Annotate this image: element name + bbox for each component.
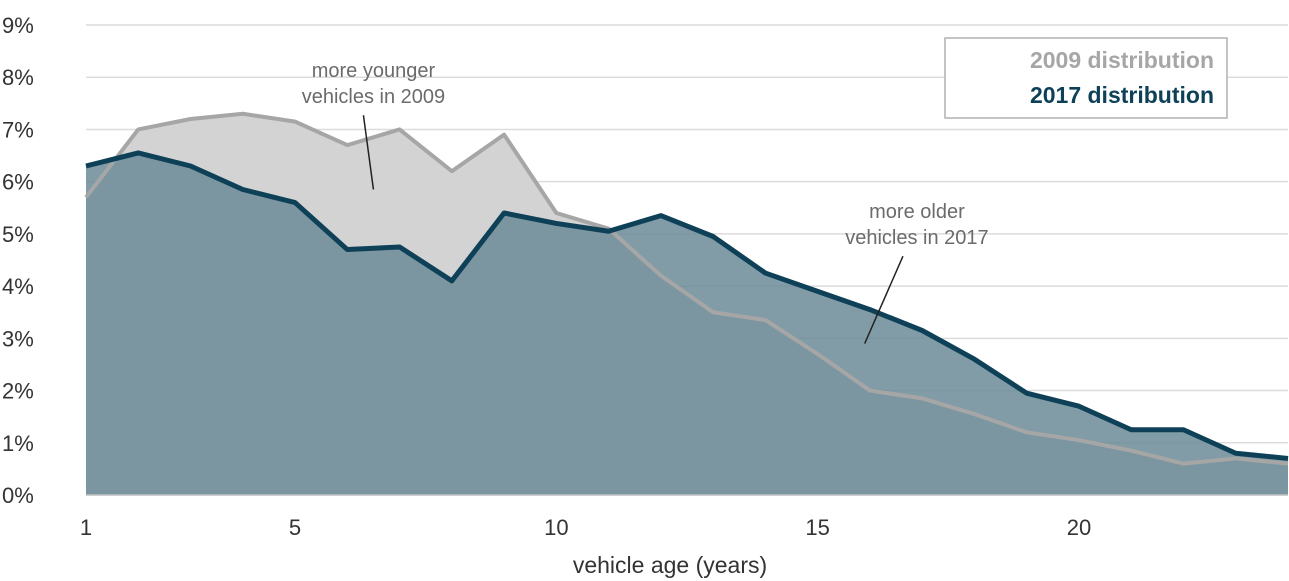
x-tick-label: 20 xyxy=(1067,515,1091,540)
y-tick-label: 2% xyxy=(2,379,34,404)
legend: 2009 distribution 2017 distribution xyxy=(944,37,1228,119)
y-tick-label: 9% xyxy=(2,13,34,38)
y-tick-label: 5% xyxy=(2,222,34,247)
y-tick-label: 1% xyxy=(2,431,34,456)
distribution-lines xyxy=(84,111,1289,466)
line-2009 xyxy=(84,111,1289,466)
legend-entry: 2009 distribution xyxy=(1030,47,1214,73)
legend-entry: 2017 distribution xyxy=(1030,82,1214,108)
y-tick-label: 4% xyxy=(2,274,34,299)
x-tick-label: 10 xyxy=(544,515,568,540)
annotation-text: more older xyxy=(869,201,965,223)
legend-box xyxy=(944,37,1228,119)
y-tick-label: 6% xyxy=(2,170,34,195)
x-tick-label: 15 xyxy=(805,515,829,540)
line-2017 xyxy=(85,150,1289,461)
distribution-areas xyxy=(86,113,1288,496)
y-tick-label: 0% xyxy=(2,483,34,508)
y-tick-label: 8% xyxy=(2,65,34,90)
annotation-1: more younger vehicles in 2009 xyxy=(302,60,445,190)
y-tick-label: 3% xyxy=(2,326,34,351)
x-tick-label: 5 xyxy=(289,515,301,540)
annotation-text: more younger xyxy=(312,60,436,82)
x-axis: 1 5 10 15 20 xyxy=(80,494,1288,540)
y-axis: 0% 1% 2% 3% 4% 5% 6% 7% 8% 9% xyxy=(2,13,34,508)
annotation-2: more older vehicles in 2017 xyxy=(845,201,989,344)
x-axis-title: vehicle age (years) xyxy=(573,552,767,578)
annotation-text: vehicles in 2017 xyxy=(845,227,988,249)
x-tick-label: 1 xyxy=(80,515,92,540)
area-2017 xyxy=(86,152,1288,495)
y-tick-label: 7% xyxy=(2,117,34,142)
annotation-pointer xyxy=(863,255,904,344)
annotations: more younger vehicles in 2009 more older ve… xyxy=(302,60,989,344)
annotation-pointer xyxy=(362,115,375,190)
annotation-text: vehicles in 2009 xyxy=(302,86,445,108)
